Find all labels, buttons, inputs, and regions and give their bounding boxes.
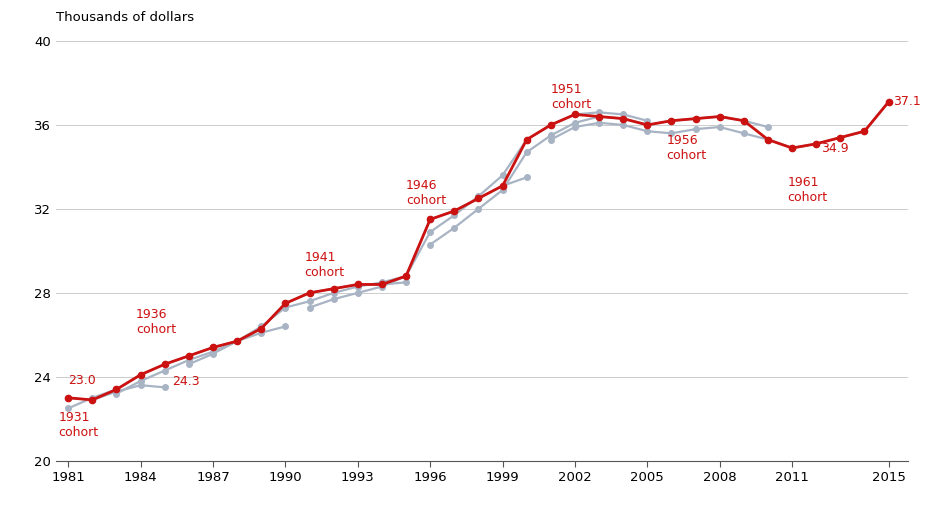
Text: 1951
cohort: 1951 cohort [550,83,591,111]
Text: 1931
cohort: 1931 cohort [59,412,98,439]
Text: 24.3: 24.3 [172,375,199,388]
Text: 37.1: 37.1 [894,95,921,109]
Text: 23.0: 23.0 [68,374,96,387]
Text: Thousands of dollars: Thousands of dollars [56,11,195,24]
Text: 34.9: 34.9 [821,141,849,155]
Text: 1936
cohort: 1936 cohort [136,308,176,336]
Text: 1961
cohort: 1961 cohort [787,176,827,204]
Text: 1941
cohort: 1941 cohort [305,251,344,279]
Text: 1946
cohort: 1946 cohort [406,179,446,207]
Text: 1956
cohort: 1956 cohort [666,134,707,162]
